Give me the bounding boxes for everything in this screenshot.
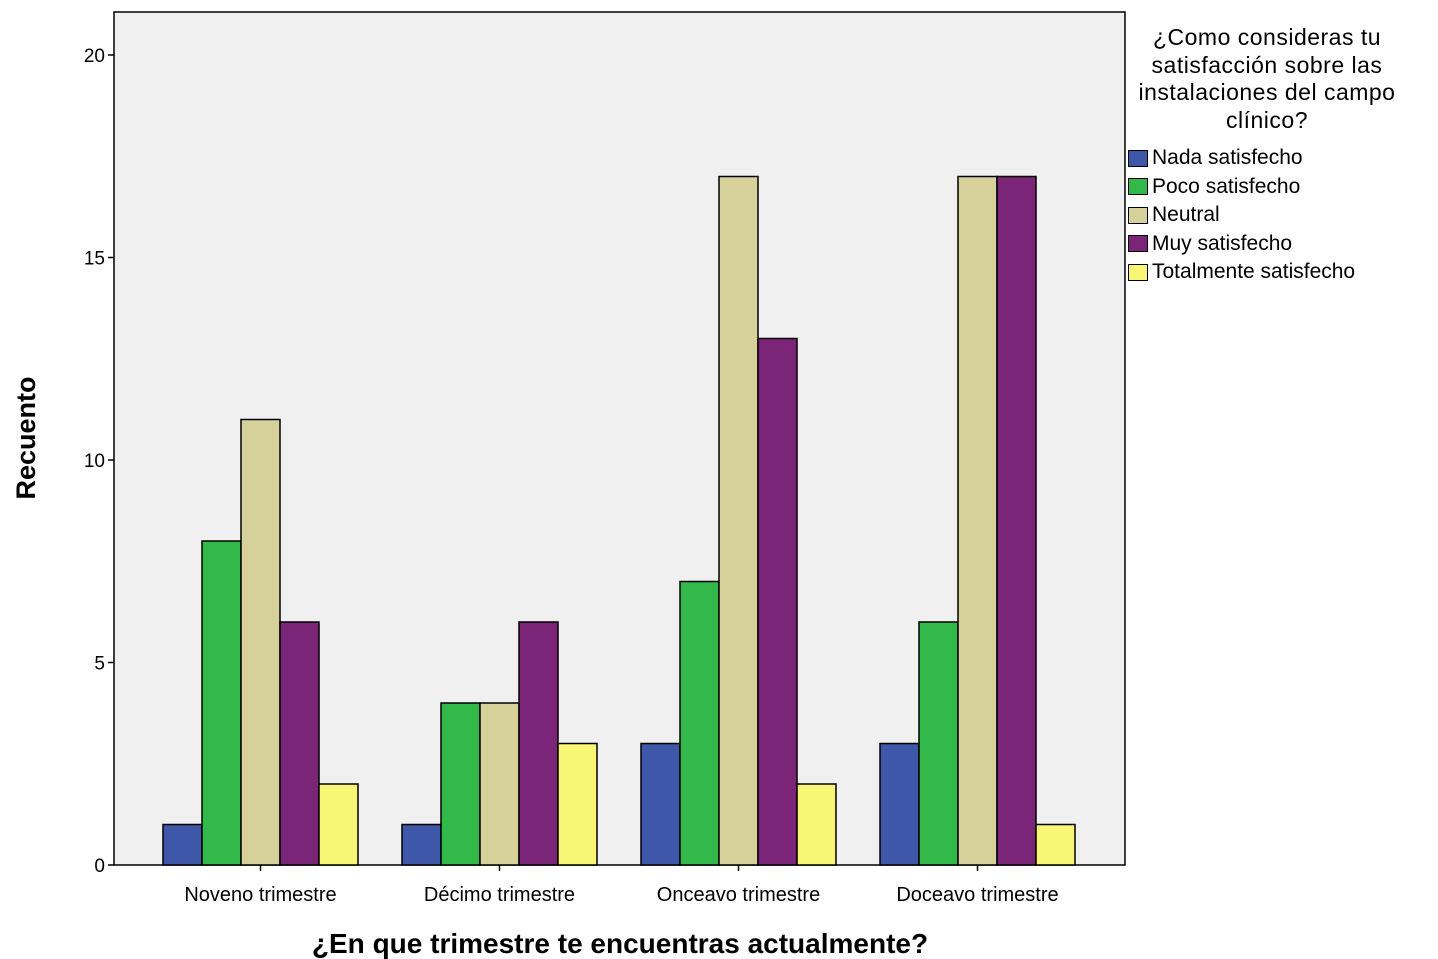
bar-totalmente-satisfecho-1 [557, 742, 598, 866]
bar-poco-satisfecho-2 [679, 580, 720, 866]
legend-swatch [1128, 149, 1148, 167]
bar-nada-satisfecho-1 [401, 823, 442, 866]
bar-neutral-3 [957, 175, 998, 866]
bar-muy-satisfecho-1 [518, 621, 559, 866]
x-tick-label: Onceavo trimestre [657, 884, 820, 906]
legend-label: Totalmente satisfecho [1152, 260, 1356, 284]
legend-swatch [1128, 178, 1148, 196]
bar-muy-satisfecho-3 [996, 175, 1037, 866]
y-tick-label: 10 [84, 451, 105, 472]
bar-neutral-1 [479, 702, 520, 866]
bar-totalmente-satisfecho-0 [318, 783, 359, 866]
legend: ¿Como consideras tu satisfacción sobre l… [1128, 24, 1428, 287]
x-axis: Noveno trimestre Décimo trimestre Onceavo … [184, 865, 1059, 906]
y-axis: 0 5 10 15 20 [84, 46, 114, 877]
x-tick-label: Doceavo trimestre [896, 884, 1058, 906]
legend-item: Totalmente satisfecho [1128, 258, 1428, 287]
legend-item: Muy satisfecho [1128, 230, 1428, 259]
legend-title: ¿Como consideras tu satisfacción sobre l… [1138, 24, 1396, 133]
y-tick-label: 0 [94, 856, 105, 877]
legend-items: Nada satisfecho Poco satisfecho Neutral Muy… [1128, 144, 1428, 287]
bar-nada-satisfecho-2 [640, 742, 681, 866]
bar-neutral-0 [240, 418, 281, 866]
y-tick-label: 15 [84, 249, 105, 270]
y-axis-title: Recuento [11, 376, 41, 499]
legend-label: Poco satisfecho [1152, 174, 1301, 198]
bar-poco-satisfecho-0 [201, 540, 242, 866]
bar-poco-satisfecho-1 [440, 702, 481, 866]
bar-poco-satisfecho-3 [918, 621, 959, 866]
legend-label: Muy satisfecho [1152, 231, 1293, 255]
legend-label: Nada satisfecho [1152, 146, 1303, 170]
legend-swatch [1128, 206, 1148, 224]
bar-nada-satisfecho-0 [162, 823, 203, 866]
legend-item: Poco satisfecho [1128, 173, 1428, 202]
x-axis-title: ¿En que trimestre te encuentras actualme… [312, 928, 928, 959]
legend-swatch [1128, 263, 1148, 281]
legend-swatch [1128, 235, 1148, 253]
bar-totalmente-satisfecho-2 [796, 783, 837, 866]
legend-label: Neutral [1152, 203, 1220, 227]
bar-muy-satisfecho-2 [757, 337, 798, 866]
legend-item: Nada satisfecho [1128, 144, 1428, 173]
bar-nada-satisfecho-3 [879, 742, 920, 866]
legend-item: Neutral [1128, 201, 1428, 230]
bar-totalmente-satisfecho-3 [1035, 823, 1076, 866]
x-tick-label: Décimo trimestre [424, 884, 575, 906]
bars-group [162, 175, 1076, 866]
y-tick-label: 5 [94, 654, 105, 675]
x-tick-label: Noveno trimestre [184, 884, 336, 906]
y-tick-label: 20 [84, 46, 105, 67]
bar-neutral-2 [718, 175, 759, 866]
bar-muy-satisfecho-0 [279, 621, 320, 866]
